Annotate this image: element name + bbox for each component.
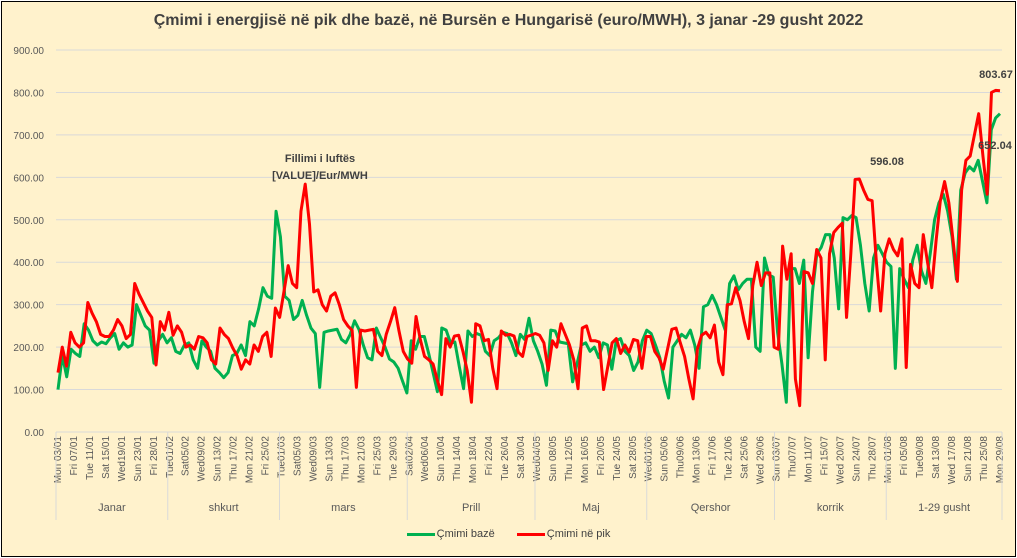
x-tick-label: Mon 16/05 <box>580 436 591 484</box>
month-label: Qershor <box>691 502 731 514</box>
x-tick-label: Mon 29/08 <box>995 436 1006 484</box>
x-tick-label: Fri 17/06 <box>708 436 719 476</box>
x-tick-label: Fri 07/01 <box>69 436 80 476</box>
x-tick-label: Wed06/04 <box>420 436 431 482</box>
x-tick-label: Sun 13/03 <box>324 436 335 482</box>
x-tick-label: Tue 21/06 <box>724 436 735 481</box>
legend-swatch-base <box>407 533 435 536</box>
x-tick-label: Thu 14/04 <box>452 436 463 481</box>
x-tick-label: Wed 20/07 <box>835 436 846 485</box>
x-tick-label: Tue 26/04 <box>500 436 511 481</box>
x-tick-label: Tue 29/03 <box>388 436 399 481</box>
x-tick-label: Wed01/06 <box>644 436 655 482</box>
y-tick-label: 100.00 <box>13 386 44 397</box>
month-label: Maj <box>582 502 600 514</box>
x-tick-label: Thu09/06 <box>676 436 687 479</box>
data-label-652: 652.04 <box>978 140 1013 152</box>
x-tick-label: Wed09/02 <box>197 436 208 482</box>
x-tick-label: Fri 05/08 <box>899 436 910 476</box>
x-tick-label: Sat02/04 <box>404 436 415 476</box>
y-tick-label: 800.00 <box>13 88 44 99</box>
x-tick-label: Mon 18/04 <box>468 436 479 484</box>
x-tick-label: Mon 21/03 <box>356 436 367 484</box>
month-label: 1-29 gusht <box>918 502 970 514</box>
x-tick-label: Mon 03/01 <box>53 436 64 484</box>
x-tick-label: Thu 12/05 <box>564 436 575 481</box>
y-tick-label: 300.00 <box>13 301 44 312</box>
y-tick-label: 700.00 <box>13 131 44 142</box>
x-tick-label: Tue 24/05 <box>612 436 623 481</box>
x-tick-label: Sat 28/05 <box>628 436 639 479</box>
month-label: korrik <box>817 502 844 514</box>
legend-swatch-peak <box>517 533 545 536</box>
x-tick-label: Sun 08/05 <box>548 436 559 482</box>
x-tick-label: Fri 28/01 <box>149 436 160 476</box>
x-tick-label: Tue09/08 <box>915 436 926 478</box>
x-tick-label: Thu07/07 <box>787 436 798 479</box>
x-tick-label: Sat05/03 <box>292 436 303 476</box>
x-tick-label: Tue01/03 <box>277 436 288 478</box>
month-label: mars <box>331 502 356 514</box>
x-tick-label: Sun 24/07 <box>851 436 862 482</box>
x-tick-label: Tue01/02 <box>165 436 176 478</box>
x-tick-label: Sun 13/02 <box>213 436 224 482</box>
x-tick-label: Wed09/03 <box>308 436 319 482</box>
x-tick-label: Sun 21/08 <box>963 436 974 482</box>
x-tick-label: Wed04/05 <box>532 436 543 482</box>
x-tick-label: Mon 13/06 <box>692 436 703 484</box>
month-label: Janar <box>98 502 126 514</box>
x-tick-label: Mon 21/02 <box>245 436 256 484</box>
series-line-base <box>58 114 1000 403</box>
x-tick-label: Sun 10/04 <box>436 436 447 482</box>
x-tick-label: Fri 20/05 <box>596 436 607 476</box>
legend-item-peak[interactable]: Çmimi në pik <box>517 528 611 540</box>
war-start-annotation-line1: Fillimi i luftës <box>285 153 355 165</box>
y-tick-label: 200.00 <box>13 343 44 354</box>
x-tick-label: Sun 05/06 <box>660 436 671 482</box>
y-tick-label: 600.00 <box>13 173 44 184</box>
y-tick-label: 0.00 <box>25 428 45 439</box>
x-tick-label: Sat 13/08 <box>931 436 942 479</box>
y-tick-label: 400.00 <box>13 258 44 269</box>
data-label-803: 803.67 <box>979 69 1013 81</box>
x-tick-label: Sat 25/06 <box>740 436 751 479</box>
x-tick-label: Wed 29/06 <box>756 436 767 485</box>
y-tick-label: 500.00 <box>13 216 44 227</box>
x-tick-label: Sat 30/04 <box>516 436 527 479</box>
data-label-596: 596.08 <box>870 156 904 168</box>
month-label: Prill <box>462 502 480 514</box>
x-tick-label: Fri 22/04 <box>484 436 495 476</box>
war-start-annotation-line2: [VALUE]/Eur/MWH <box>272 170 368 182</box>
x-tick-label: Sun 23/01 <box>133 436 144 482</box>
legend: Çmimi bazë Çmimi në pik <box>2 528 1015 540</box>
legend-label-peak: Çmimi në pik <box>547 528 611 540</box>
x-tick-label: Mon 11/07 <box>803 436 814 483</box>
legend-label-base: Çmimi bazë <box>437 528 495 540</box>
x-tick-label: Fri 25/03 <box>372 436 383 476</box>
x-tick-label: Wed 17/08 <box>947 436 958 485</box>
x-tick-label: Fri 15/07 <box>819 436 830 476</box>
x-tick-label: Sat 15/01 <box>101 436 112 479</box>
month-label: shkurt <box>209 502 239 514</box>
x-tick-label: Thu 25/08 <box>979 436 990 481</box>
x-tick-label: Thu 28/07 <box>867 436 878 481</box>
y-tick-label: 900.00 <box>13 46 44 57</box>
x-tick-label: Sat05/02 <box>181 436 192 476</box>
x-tick-label: Thu 17/02 <box>229 436 240 481</box>
x-tick-label: Fri 25/02 <box>261 436 272 476</box>
x-tick-label: Sun 03/07 <box>771 436 782 482</box>
x-tick-label: Mon 01/08 <box>883 436 894 484</box>
x-tick-label: Thu 17/03 <box>340 436 351 481</box>
x-tick-label: Wed19/01 <box>117 436 128 482</box>
x-tick-label: Tue 11/01 <box>85 436 96 480</box>
legend-item-base[interactable]: Çmimi bazë <box>407 528 495 540</box>
